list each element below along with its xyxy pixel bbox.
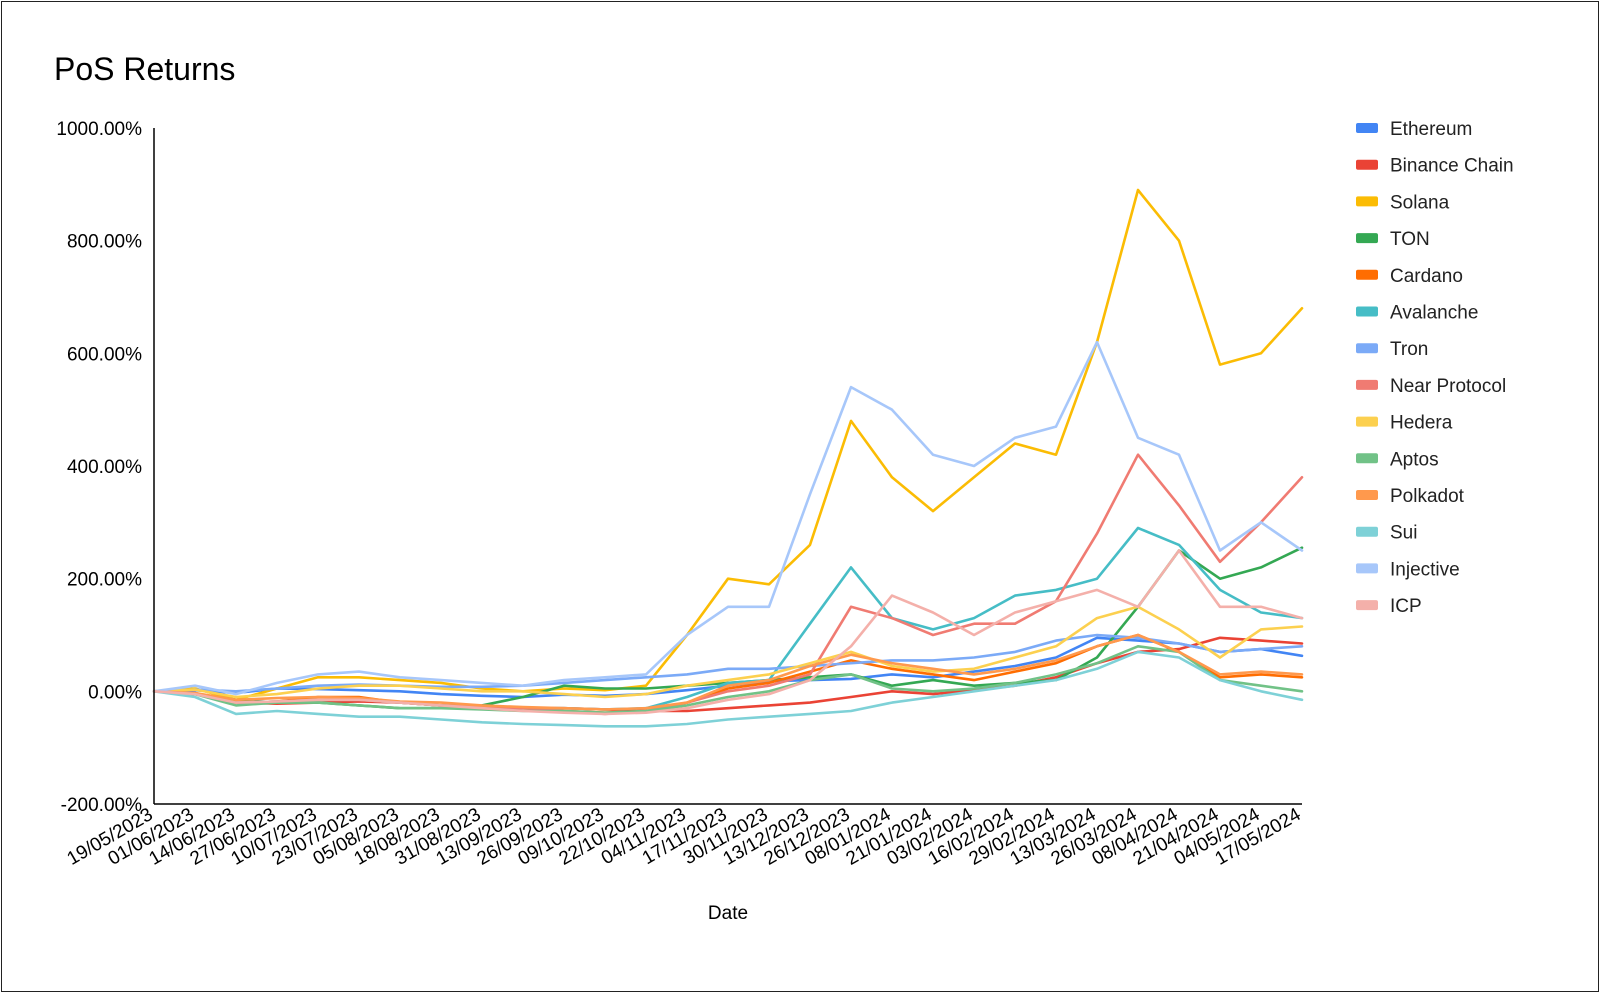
series-line-binance-chain xyxy=(152,636,1304,713)
legend-swatch xyxy=(1356,196,1378,207)
legend-label: Sui xyxy=(1390,523,1417,544)
legend-item: Near Protocol xyxy=(1356,376,1506,397)
legend-swatch xyxy=(1356,343,1378,354)
y-tick-label: 800.00% xyxy=(67,232,142,253)
legend-swatch xyxy=(1356,453,1378,464)
legend: Ethereum Binance Chain Solana TON Cardano Ava… xyxy=(1356,119,1514,617)
legend-swatch xyxy=(1356,563,1378,574)
legend-label: Near Protocol xyxy=(1390,376,1506,397)
legend-item: Sui xyxy=(1356,523,1417,544)
legend-label: Hedera xyxy=(1390,413,1453,434)
y-tick-label: 1000.00% xyxy=(56,119,142,140)
legend-item: Tron xyxy=(1356,339,1428,360)
legend-label: Polkadot xyxy=(1390,486,1465,507)
legend-swatch xyxy=(1356,233,1378,244)
y-axis-ticks: -200.00% 0.00% 200.00% 400.00% 600.00% 800.00… xyxy=(56,119,142,816)
legend-item: Hedera xyxy=(1356,413,1453,434)
legend-swatch xyxy=(1356,490,1378,500)
legend-item: ICP xyxy=(1356,596,1422,617)
series-line-polkadot xyxy=(152,633,1304,711)
plot-area xyxy=(152,188,1304,728)
legend-swatch xyxy=(1356,159,1378,170)
legend-swatch xyxy=(1356,416,1378,427)
legend-item: Avalanche xyxy=(1356,303,1478,324)
series-line-injective xyxy=(152,340,1304,696)
legend-swatch xyxy=(1356,600,1378,611)
legend-swatch xyxy=(1356,526,1378,537)
series-line-tron xyxy=(152,633,1304,693)
legend-label: Ethereum xyxy=(1390,119,1472,140)
legend-label: Binance Chain xyxy=(1390,156,1514,177)
y-tick-label: 200.00% xyxy=(67,570,142,591)
series-line-sui xyxy=(152,650,1304,728)
y-tick-label: 0.00% xyxy=(88,682,142,703)
x-axis-label: Date xyxy=(708,903,748,924)
legend-label: TON xyxy=(1390,229,1430,250)
legend-item: Aptos xyxy=(1356,449,1439,470)
legend-label: Avalanche xyxy=(1390,303,1478,324)
legend-item: Binance Chain xyxy=(1356,156,1514,177)
legend-label: ICP xyxy=(1390,596,1422,617)
y-tick-label: -200.00% xyxy=(61,795,142,816)
legend-swatch xyxy=(1356,306,1378,317)
legend-item: Ethereum xyxy=(1356,119,1472,140)
legend-label: Solana xyxy=(1390,192,1450,213)
legend-label: Tron xyxy=(1390,339,1428,360)
legend-item: Polkadot xyxy=(1356,486,1465,507)
series-line-icp xyxy=(152,549,1304,716)
legend-item: TON xyxy=(1356,229,1430,250)
y-tick-label: 400.00% xyxy=(67,457,142,478)
series-line-hedera xyxy=(152,605,1304,699)
legend-label: Injective xyxy=(1390,559,1460,580)
legend-label: Aptos xyxy=(1390,449,1439,470)
legend-swatch xyxy=(1356,123,1378,133)
legend-label: Cardano xyxy=(1390,266,1463,287)
legend-swatch xyxy=(1356,269,1378,280)
chart-title: PoS Returns xyxy=(54,51,235,87)
legend-item: Injective xyxy=(1356,559,1460,580)
legend-item: Solana xyxy=(1356,192,1450,213)
series-line-aptos xyxy=(152,644,1304,715)
series-line-solana xyxy=(152,188,1304,702)
y-tick-label: 600.00% xyxy=(67,344,142,365)
legend-swatch xyxy=(1356,379,1378,390)
legend-item: Cardano xyxy=(1356,266,1463,287)
x-axis-ticks: 19/05/202301/06/202314/06/202327/06/2023… xyxy=(64,804,1305,870)
